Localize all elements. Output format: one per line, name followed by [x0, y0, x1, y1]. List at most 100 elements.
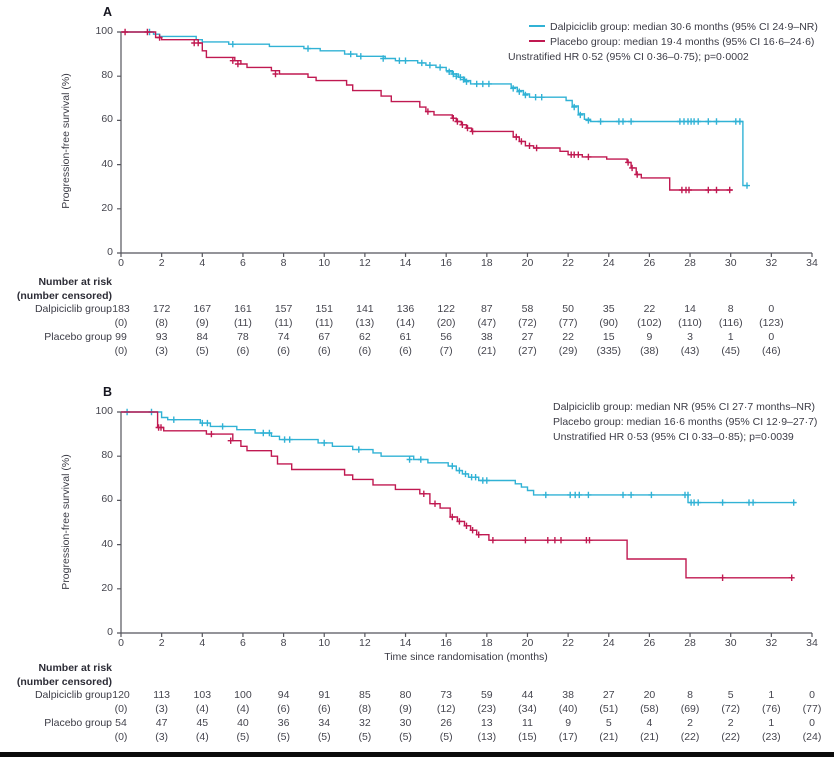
- panel-b-risk-row-label: Placebo group: [44, 717, 112, 729]
- panel-b-y-tick-label: 0: [107, 626, 113, 638]
- panel-a-legend-hr-text: Unstratified HR 0·52 (95% CI 0·36–0·75);…: [508, 51, 749, 63]
- risk-at-risk-value: 61: [399, 331, 412, 343]
- risk-censored-value: (76): [762, 703, 781, 715]
- risk-censored-value: (17): [558, 731, 578, 743]
- risk-at-risk-value: 122: [437, 303, 455, 315]
- risk-at-risk-value: 99: [115, 331, 127, 343]
- risk-at-risk-value: 44: [521, 689, 534, 701]
- panel-a-x-tick-label: 26: [643, 257, 656, 269]
- risk-censored-value: (11): [315, 317, 334, 329]
- risk-at-risk-value: 9: [646, 331, 653, 343]
- risk-censored-value: (110): [678, 317, 702, 329]
- risk-at-risk-value: 73: [440, 689, 453, 701]
- risk-censored-value: (14): [396, 317, 415, 329]
- risk-censored-value: (15): [518, 731, 537, 743]
- risk-at-risk-value: 38: [562, 689, 574, 701]
- panel-b-x-tick-label: 32: [765, 637, 778, 649]
- risk-at-risk-value: 27: [521, 331, 534, 343]
- figure-bottom-rule: [0, 752, 834, 757]
- panel-b-x-tick-label: 26: [643, 637, 656, 649]
- panel-b-legend-hr-text: Unstratified HR 0·53 (95% CI 0·33–0·85);…: [553, 431, 794, 443]
- panel-b-y-axis-title: Progression-free survival (%): [60, 454, 72, 590]
- risk-censored-value: (0): [114, 345, 128, 357]
- panel-a-y-tick-label: 0: [107, 246, 113, 258]
- panel-a-x-tick-label: 2: [158, 257, 165, 269]
- risk-at-risk-value: 1: [727, 331, 734, 343]
- risk-censored-value: (6): [277, 703, 290, 715]
- panel-b-x-tick-label: 18: [480, 637, 493, 649]
- risk-at-risk-value: 15: [602, 331, 615, 343]
- risk-at-risk-value: 27: [602, 689, 615, 701]
- panel-a-legend-dalpiciclib-text: Dalpiciclib group: median 30·6 months (9…: [550, 21, 818, 33]
- risk-censored-value: (335): [596, 345, 621, 357]
- risk-censored-value: (102): [637, 317, 662, 329]
- risk-censored-value: (21): [640, 731, 659, 743]
- risk-at-risk-value: 113: [153, 689, 171, 701]
- risk-censored-value: (23): [477, 703, 497, 715]
- panel-b-y-tick-label: 60: [101, 493, 113, 506]
- risk-censored-value: (3): [155, 731, 169, 743]
- risk-censored-value: (9): [399, 703, 412, 715]
- x-axis-title: Time since randomisation (months): [384, 651, 548, 663]
- panel-b-x-tick-label: 0: [118, 637, 124, 649]
- risk-at-risk-value: 141: [356, 303, 374, 315]
- risk-at-risk-value: 5: [605, 717, 612, 729]
- risk-censored-value: (13): [355, 317, 375, 329]
- panel-b-x-tick-label: 28: [684, 637, 696, 649]
- risk-censored-value: (21): [599, 731, 619, 743]
- risk-at-risk-value: 40: [237, 717, 249, 729]
- panel-a-x-tick-label: 30: [724, 257, 737, 269]
- panel-a-y-tick-label: 100: [95, 25, 113, 37]
- panel-a-x-tick-label: 10: [318, 257, 331, 269]
- risk-at-risk-value: 157: [274, 303, 293, 315]
- panel-b-risk-row-label: Dalpiciclib group: [34, 689, 112, 701]
- placebo-survival-curve-a: [121, 31, 733, 191]
- risk-censored-value: (58): [640, 703, 659, 715]
- panel-a-risk-header-line1: Number at risk: [38, 276, 112, 288]
- risk-censored-value: (3): [155, 345, 169, 357]
- panel-b-y-tick-label: 100: [95, 405, 113, 417]
- risk-at-risk-value: 91: [318, 689, 331, 701]
- risk-at-risk-value: 0: [768, 303, 775, 315]
- panel-a-x-tick-label: 4: [199, 257, 206, 269]
- panel-b-x-tick-label: 16: [440, 637, 453, 649]
- risk-at-risk-value: 74: [277, 331, 290, 343]
- risk-at-risk-value: 2: [687, 717, 693, 729]
- risk-at-risk-value: 87: [480, 303, 493, 315]
- panel-b-x-tick-label: 4: [199, 637, 206, 649]
- risk-at-risk-value: 13: [480, 717, 493, 729]
- risk-censored-value: (45): [721, 345, 741, 357]
- risk-censored-value: (5): [277, 731, 290, 743]
- panel-b-x-tick-label: 8: [280, 637, 287, 649]
- panel-a-risk-row-label: Placebo group: [44, 331, 112, 343]
- risk-censored-value: (5): [399, 731, 412, 743]
- risk-censored-value: (5): [236, 731, 250, 743]
- panel-b-x-tick-label: 22: [562, 637, 574, 649]
- risk-at-risk-value: 136: [396, 303, 415, 315]
- panel-b-letter: B: [103, 385, 113, 399]
- risk-at-risk-value: 35: [602, 303, 615, 315]
- risk-censored-value: (11): [274, 317, 293, 329]
- risk-at-risk-value: 8: [727, 303, 734, 315]
- risk-censored-value: (23): [762, 731, 781, 743]
- risk-at-risk-value: 84: [196, 331, 209, 343]
- risk-at-risk-value: 22: [562, 331, 574, 343]
- risk-censored-value: (29): [558, 345, 578, 357]
- panel-a-legend-row-dalpiciclib: Dalpiciclib group: median 30·6 months (9…: [529, 21, 818, 33]
- risk-at-risk-value: 8: [687, 689, 693, 701]
- risk-censored-value: (5): [195, 345, 209, 357]
- panel-a-x-tick-label: 14: [399, 257, 412, 269]
- risk-censored-value: (6): [277, 345, 290, 357]
- risk-at-risk-value: 1: [768, 717, 775, 729]
- risk-censored-value: (22): [680, 731, 700, 743]
- panel-a-y-tick-label: 80: [101, 69, 113, 82]
- risk-censored-value: (0): [114, 317, 128, 329]
- risk-censored-value: (5): [358, 731, 372, 743]
- risk-censored-value: (11): [233, 317, 252, 329]
- panel-b-x-tick-label: 24: [602, 637, 615, 649]
- risk-censored-value: (47): [477, 317, 497, 329]
- panel-a-letter: A: [103, 5, 113, 19]
- panel-a-legend-row-placebo: Placebo group: median 19·4 months (95% C…: [529, 36, 814, 48]
- risk-censored-value: (46): [762, 345, 781, 357]
